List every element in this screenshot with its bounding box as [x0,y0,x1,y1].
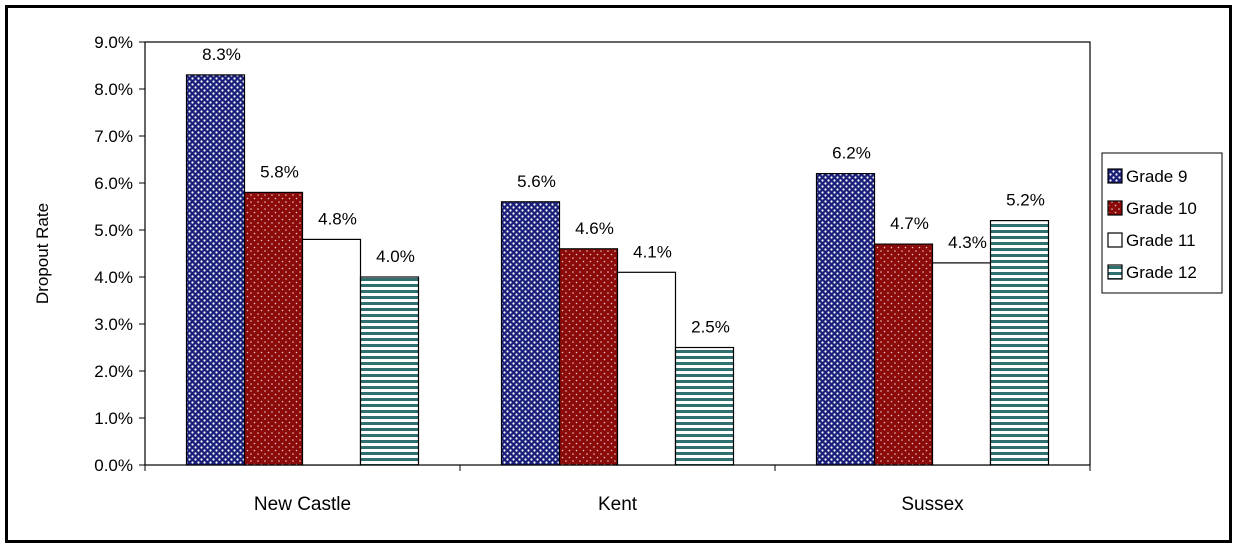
bar [616,271,677,466]
legend-label: Grade 10 [1126,199,1197,218]
legend: Grade 9 Grade 10 Grade 11 Grade 12 [1101,152,1223,294]
bar [500,201,561,466]
y-tick-label: 6.0% [94,174,133,193]
data-label: 6.2% [832,144,871,163]
bar [873,243,934,466]
chart-frame: Dropout Rate 0.0% 1.0% 2.0% 3.0% 4.0% 5.0% 6.0… [5,5,1232,543]
y-tick-label: 7.0% [94,127,133,146]
y-tick-label: 3.0% [94,315,133,334]
data-label: 2.5% [691,318,730,337]
data-label: 4.6% [575,219,614,238]
bar [359,276,420,466]
legend-swatch [1107,232,1123,248]
data-label: 4.3% [948,233,987,252]
y-tick-label: 5.0% [94,221,133,240]
data-label: 5.6% [517,172,556,191]
x-category-label: New Castle [254,494,351,515]
y-tick-label: 0.0% [94,456,133,475]
bar [989,220,1050,466]
bar [558,248,619,466]
data-label: 5.2% [1006,191,1045,210]
bar [185,74,246,466]
y-tick-label: 4.0% [94,268,133,287]
y-tick-label: 1.0% [94,409,133,428]
legend-swatch [1107,200,1123,216]
x-category-label: Sussex [901,494,964,515]
legend-label: Grade 11 [1126,231,1196,250]
data-label: 4.7% [890,214,929,233]
data-label: 8.3% [202,45,241,64]
y-tick-label: 8.0% [94,80,133,99]
bar [301,238,362,466]
data-label: 4.0% [376,247,415,266]
bar-chart: Dropout Rate 0.0% 1.0% 2.0% 3.0% 4.0% 5.0% 6.0… [33,33,1223,515]
plot-area: 0.0% 1.0% 2.0% 3.0% 4.0% 5.0% 6.0% 7.0% 8.0% 9.0%… [94,33,1091,515]
legend-swatch [1107,264,1123,280]
bar [815,173,876,466]
legend-swatch [1107,168,1123,184]
data-label: 4.8% [318,209,357,228]
legend-label: Grade 12 [1126,263,1197,282]
bar [674,346,735,466]
y-tick-label: 2.0% [94,362,133,381]
y-tick-label: 9.0% [94,33,133,52]
data-label: 4.1% [633,242,672,261]
bar [243,191,304,466]
legend-label: Grade 9 [1126,167,1187,186]
x-category-label: Kent [598,494,638,515]
bar [931,262,992,466]
y-axis-title: Dropout Rate [33,203,52,304]
data-label: 5.8% [260,162,299,181]
